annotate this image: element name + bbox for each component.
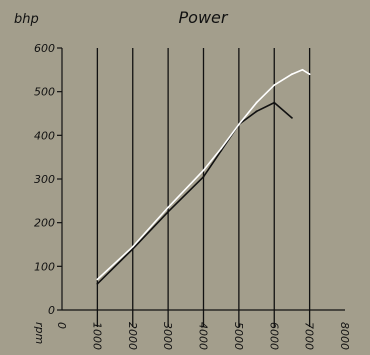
series-1-point [202,175,205,178]
x-tick-label: 4000 [197,322,210,350]
y-tick-label: 200 [34,217,55,230]
y-tick-label: 0 [48,304,55,317]
x-tick-label: 1000 [90,322,103,350]
series-2-point [167,206,170,209]
series-1-point [291,116,293,119]
series-2-point [301,68,304,71]
x-tick-label: 8000 [338,322,351,350]
series-1-point [167,210,170,213]
series-2-point [255,101,258,104]
series-2-point [273,84,276,87]
x-tick-label: 3000 [161,322,174,350]
y-tick-label: 500 [34,86,55,99]
series-2-point [96,278,99,281]
x-axis-label: rpm [33,322,46,344]
x-tick-label: 7000 [303,322,316,350]
series-1-point [96,282,99,285]
series-2-point [291,73,293,76]
x-tick-label: 6000 [267,322,280,350]
series-1-point [273,101,276,104]
series-1-point [131,247,134,250]
series-2-point [131,245,134,248]
y-tick-label: 600 [34,42,55,55]
y-tick-label: 100 [34,260,55,273]
y-tick-label: 300 [34,173,55,186]
x-tick-label: 0 [55,322,68,329]
series-2-point [202,169,205,172]
series-2-point [308,73,311,76]
chart-title: Power [179,8,229,27]
series-2-point [220,147,223,150]
series-2-point [237,123,240,126]
series-line-1 [96,101,293,285]
y-axis-label: bhp [14,12,39,27]
y-tick-label: 400 [34,129,55,142]
x-tick-label: 5000 [232,322,245,350]
series-1-point [255,110,258,113]
x-tick-label: 2000 [126,322,139,350]
